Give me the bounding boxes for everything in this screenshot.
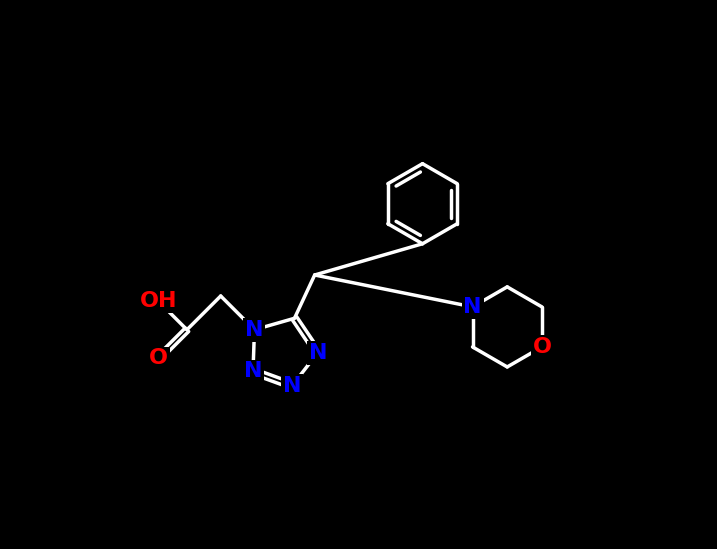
Text: N: N [283,376,301,396]
Text: N: N [463,297,482,317]
Text: N: N [244,361,262,382]
Text: O: O [148,349,168,368]
Text: N: N [245,320,264,340]
Text: N: N [308,343,327,363]
Text: OH: OH [140,291,177,311]
Text: O: O [533,337,551,357]
